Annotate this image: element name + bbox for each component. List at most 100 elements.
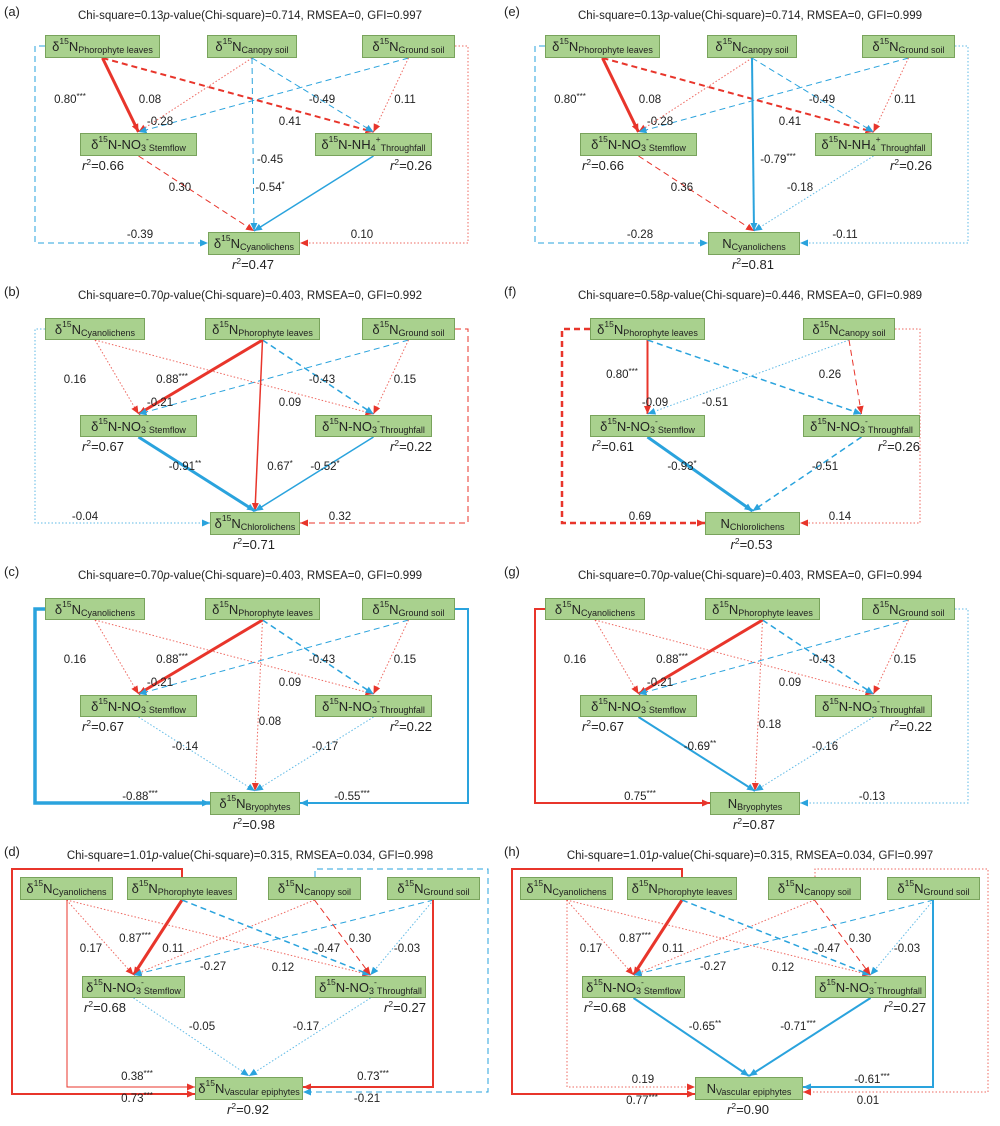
- path-coefficient: 0.01: [857, 1095, 879, 1107]
- coefficient-value: 0.19: [631, 1074, 655, 1086]
- coefficient-value: -0.49: [308, 94, 336, 106]
- panel-letter: (b): [4, 284, 20, 299]
- r2-text: 0.98: [249, 817, 275, 832]
- path-S-to-R: [637, 716, 756, 792]
- path-coefficient: 0.67*: [267, 459, 293, 473]
- r2-text: =: [399, 439, 407, 454]
- coefficient-value: 0.10: [350, 229, 374, 241]
- label-superscript: -: [877, 695, 880, 706]
- label-superscript: 15: [562, 598, 572, 609]
- node-P: δ 15 N Phorophyte leaves: [45, 35, 160, 58]
- label-subscript: Stemflow: [148, 424, 186, 435]
- label-text: N-NH: [338, 137, 371, 152]
- path-coefficient: -0.17: [293, 1021, 319, 1033]
- label-subscript: Throughfall: [879, 704, 925, 715]
- node-R: N Vascular epiphytes: [695, 1077, 803, 1100]
- coefficient-value: 0.73: [357, 1071, 380, 1083]
- label-text: δ: [554, 601, 563, 617]
- fit-text: 0.714: [271, 10, 301, 22]
- path-coefficient: 0.88***: [156, 652, 188, 666]
- coefficient-value: -0.21: [646, 677, 674, 689]
- path-Cy-to-T: [94, 339, 374, 416]
- r2-text: 2: [894, 718, 900, 728]
- path-P-to-R: [751, 619, 763, 792]
- path-coefficient: 0.12: [272, 962, 294, 974]
- path-coefficient: 0.77***: [626, 1093, 658, 1107]
- label-text: N-NO: [338, 418, 373, 434]
- label-text: δ: [712, 601, 720, 617]
- label-subscript: Cyanolichens: [240, 242, 295, 252]
- label-superscript: -: [655, 415, 658, 426]
- r-squared-R: r2=0.53: [730, 536, 773, 552]
- panel-a: (a) Chi-square=0.13p-value(Chi-square)=0.…: [0, 0, 500, 280]
- coefficient-value: -0.45: [256, 154, 284, 166]
- label-subscript: Cyanolichens: [581, 607, 636, 618]
- node-R: δ 15 N Chlorolichens: [210, 512, 300, 535]
- label-superscript: +: [875, 134, 881, 145]
- label-superscript: 15: [329, 695, 339, 706]
- path-coefficient: -0.11: [832, 229, 857, 241]
- path-coefficient: -0.13: [859, 791, 885, 803]
- label-superscript: 15: [904, 878, 915, 889]
- label-text: δ: [212, 601, 220, 617]
- path-Cy-to-R: [566, 900, 695, 1091]
- label-text: δ: [872, 601, 880, 617]
- path-G-to-R: [300, 328, 469, 527]
- fit-text: , RMSEA=: [800, 570, 855, 582]
- path-coefficient: 0.30: [349, 933, 371, 945]
- path-coefficient: 0.15: [394, 374, 416, 386]
- r2-text: 0.67: [598, 719, 624, 734]
- label-text: N-NO: [107, 137, 142, 152]
- path-coefficient: -0.52*: [310, 459, 339, 473]
- r-squared-R: r2=0.98: [233, 816, 275, 832]
- path-coefficient: -0.21: [354, 1093, 380, 1105]
- label-text: δ: [597, 321, 605, 337]
- r-squared-T: r2=0.22: [890, 718, 932, 734]
- path-coefficient: -0.27: [200, 961, 226, 973]
- path-G-to-S: [633, 899, 934, 977]
- path-P-to-R: [34, 45, 208, 247]
- fit-text: Chi-square=: [566, 850, 630, 862]
- label-superscript: 15: [221, 513, 232, 524]
- label-text: δ: [54, 321, 63, 337]
- path-P-to-R: [534, 45, 708, 247]
- r2-text: =: [91, 158, 99, 173]
- coefficient-value: -0.28: [626, 229, 654, 241]
- fit-statistics: Chi-square=0.58p-value(Chi-square)=0.446…: [500, 290, 1000, 302]
- r-squared-R: r2=0.47: [232, 256, 274, 272]
- r2-text: 2: [586, 157, 592, 167]
- label-subscript: Cyanolichens: [552, 887, 607, 897]
- label-text: N: [720, 516, 730, 531]
- path-Cy-to-S: [594, 619, 639, 695]
- fit-text: 0.70: [140, 290, 164, 302]
- node-G: δ 15 N Ground soil: [887, 877, 980, 900]
- label-superscript: 15: [98, 134, 108, 145]
- significance-stars: **: [194, 459, 202, 468]
- coefficient-value: 0.41: [778, 116, 802, 128]
- label-text: δ: [131, 881, 139, 896]
- label-superscript: 15: [33, 878, 44, 889]
- r2-text: r: [730, 537, 735, 552]
- path-coefficient: 0.69: [629, 511, 651, 523]
- coefficient-value: -0.17: [311, 741, 339, 753]
- fit-text: p: [152, 850, 159, 862]
- node-Cy: δ 15 N Cyanolichens: [545, 598, 645, 620]
- path-coefficient: 0.17: [580, 943, 602, 955]
- r2-text: =: [887, 439, 895, 454]
- coefficient-value: 0.11: [394, 94, 416, 106]
- node-R: N Chlorolichens: [705, 512, 800, 535]
- path-coefficient: -0.93*: [667, 459, 696, 473]
- fit-text: 0.70: [640, 570, 664, 582]
- fit-statistics: Chi-square=0.70p-value(Chi-square)=0.403…: [0, 570, 500, 582]
- label-superscript: 15: [826, 976, 836, 987]
- fit-text: 1.01: [629, 850, 653, 862]
- label-superscript: 15: [62, 598, 72, 609]
- label-text: N-NO: [835, 979, 870, 995]
- label-subscript: 3: [869, 985, 875, 996]
- path-coefficient: -0.17: [312, 741, 338, 753]
- path-coefficient: -0.91**: [169, 459, 202, 473]
- node-P: δ 15 N Phorophyte leaves: [545, 35, 660, 58]
- path-P-to-S: [601, 57, 640, 133]
- fit-text: p: [663, 570, 670, 582]
- label-text: δ: [715, 39, 723, 54]
